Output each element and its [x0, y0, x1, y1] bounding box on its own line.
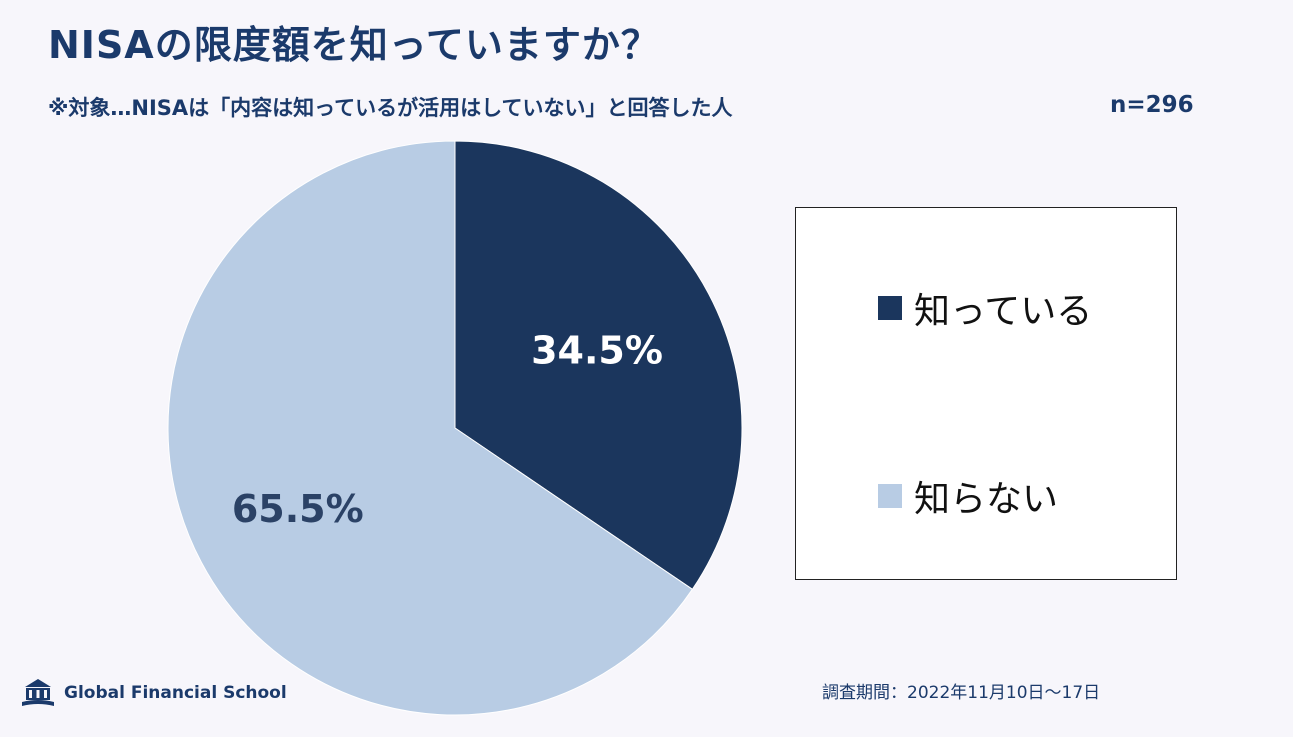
legend-item-knows: 知っている [878, 282, 1092, 334]
page-title: NISAの限度額を知っていますか？ [48, 23, 660, 67]
survey-target-note: ※対象…NISAは「内容は知っているが活用はしていない」と回答した人 [48, 96, 733, 120]
school-building-icon [22, 679, 54, 706]
sample-size: n=296 [1110, 92, 1194, 118]
chart-legend: 知っている 知らない [795, 207, 1177, 580]
legend-item-does-not-know: 知らない [878, 470, 1058, 522]
legend-swatch-does-not-know [878, 484, 902, 508]
brand-logo: Global Financial School [20, 678, 287, 708]
pie-slice-does-not-know [167, 140, 694, 716]
data-label-does-not-know: 65.5% [232, 487, 364, 531]
legend-swatch-knows [878, 296, 902, 320]
survey-period: 調査期間：2022年11月10日〜17日 [822, 683, 1101, 703]
pie-slice-knows [454, 140, 743, 591]
data-label-knows: 34.5% [531, 328, 663, 372]
brand-name: Global Financial School [64, 683, 287, 703]
legend-label-knows: 知っている [914, 291, 1093, 332]
legend-label-does-not-know: 知らない [914, 479, 1059, 520]
